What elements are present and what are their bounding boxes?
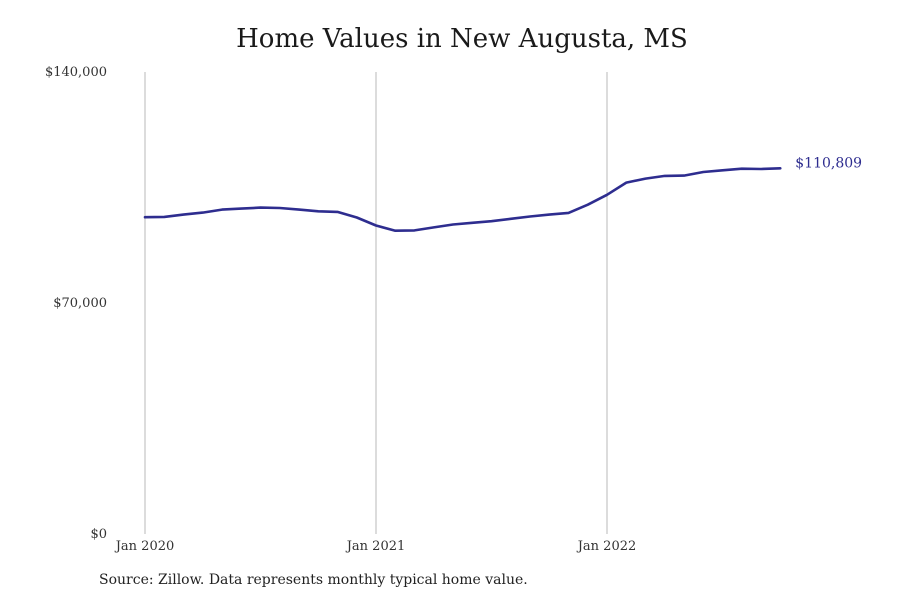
chart-title: Home Values in New Augusta, MS — [236, 24, 688, 54]
x-tick-label: Jan 2020 — [114, 539, 175, 554]
series-line — [143, 167, 782, 232]
y-tick-label: $140,000 — [45, 65, 107, 80]
y-tick-label: $0 — [90, 527, 107, 542]
end-value-label: $110,809 — [795, 155, 862, 171]
x-tick-label: Jan 2022 — [576, 539, 637, 554]
y-tick-label: $70,000 — [53, 296, 107, 311]
source-note: Source: Zillow. Data represents monthly … — [99, 572, 528, 588]
gridlines — [144, 72, 608, 534]
series-layer: $110,809 — [143, 155, 862, 232]
x-tick-label: Jan 2021 — [345, 539, 406, 554]
axis-tick-labels: Jan 2020 Jan 2021 Jan 2022 $0 $70,000 $140,00… — [45, 65, 636, 554]
